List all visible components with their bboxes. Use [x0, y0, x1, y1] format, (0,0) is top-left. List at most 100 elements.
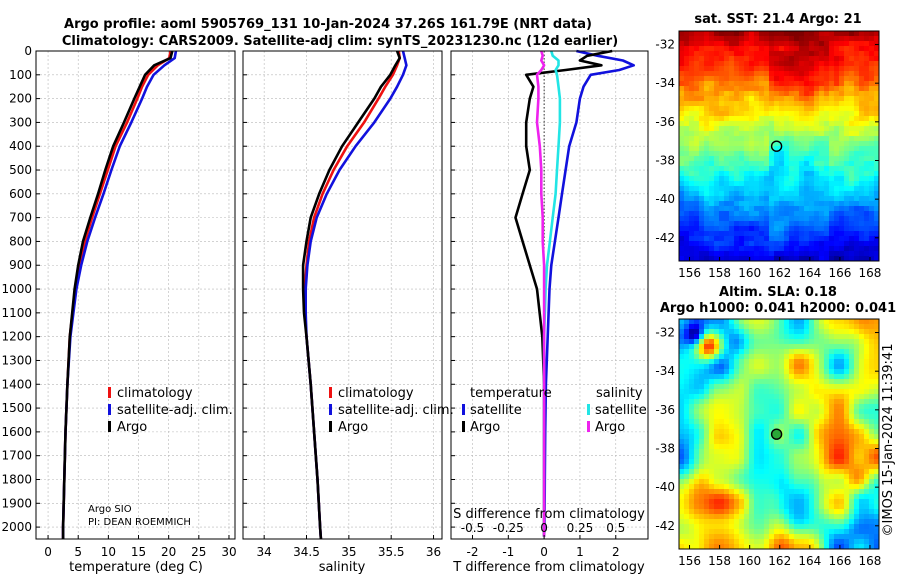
heatmap-cell [784, 156, 790, 162]
heatmap-cell [874, 394, 879, 400]
heatmap-cell [729, 81, 735, 87]
heatmap-cell [864, 389, 870, 395]
heatmap-cell [804, 364, 810, 370]
heatmap-cell [694, 96, 700, 102]
heatmap-cell [749, 171, 755, 177]
heatmap-cell [764, 241, 770, 247]
heatmap-cell [749, 231, 755, 237]
heatmap-cell [684, 349, 690, 355]
heatmap-cell [849, 414, 855, 420]
heatmap-cell [704, 359, 710, 365]
heatmap-cell [724, 344, 730, 350]
heatmap-cell [824, 329, 830, 335]
heatmap-cell [759, 256, 765, 261]
heatmap-cell [759, 146, 765, 152]
ytick-label: 1800 [1, 472, 32, 486]
heatmap-cell [724, 56, 730, 62]
heatmap-cell [749, 479, 755, 485]
heatmap-cell [794, 429, 800, 435]
heatmap-cell [714, 509, 720, 515]
heatmap-cell [809, 31, 815, 37]
heatmap-cell [834, 359, 840, 365]
heatmap-cell [719, 544, 725, 549]
heatmap-cell [749, 344, 755, 350]
heatmap-cell [849, 56, 855, 62]
heatmap-cell [744, 206, 750, 212]
heatmap-cell [744, 539, 750, 545]
heatmap-cell [704, 161, 710, 167]
heatmap-cell [694, 429, 700, 435]
heatmap-cell [809, 206, 815, 212]
heatmap-cell [764, 246, 770, 252]
sst-map: sat. SST: 21.4 Argo: 21 156 158 160 162 164 1… [655, 12, 881, 280]
heatmap-cell [844, 101, 850, 107]
heatmap-cell [754, 334, 760, 340]
heatmap-cell [734, 141, 740, 147]
heatmap-cell [739, 424, 745, 430]
heatmap-cell [784, 171, 790, 177]
heatmap-cell [699, 91, 705, 97]
heatmap-cell [844, 36, 850, 42]
heatmap-cell [734, 31, 740, 37]
heatmap-cell [819, 141, 825, 147]
heatmap-cell [709, 379, 715, 385]
heatmap-cell [744, 46, 750, 52]
heatmap-cell [859, 439, 865, 445]
heatmap-cell [804, 409, 810, 415]
heatmap-cell [709, 504, 715, 510]
heatmap-cell [679, 499, 685, 505]
heatmap-cell [719, 71, 725, 77]
heatmap-cell [824, 191, 830, 197]
heatmap-cell [774, 31, 780, 37]
heatmap-cell [819, 256, 825, 261]
heatmap-cell [709, 339, 715, 345]
heatmap-cell [689, 534, 695, 540]
heatmap-cell [809, 384, 815, 390]
heatmap-cell [779, 86, 785, 92]
heatmap-cell [784, 56, 790, 62]
heatmap-cell [739, 374, 745, 380]
heatmap-cell [684, 36, 690, 42]
heatmap-cell [809, 186, 815, 192]
heatmap-cell [744, 514, 750, 520]
heatmap-cell [744, 126, 750, 132]
heatmap-cell [799, 101, 805, 107]
heatmap-cell [854, 121, 860, 127]
heatmap-cell [769, 116, 775, 122]
heatmap-cell [759, 201, 765, 207]
heatmap-cell [804, 459, 810, 465]
heatmap-cell [799, 96, 805, 102]
heatmap-cell [729, 196, 735, 202]
heatmap-cell [694, 534, 700, 540]
heatmap-cell [854, 499, 860, 505]
heatmap-cell [819, 116, 825, 122]
heatmap-cell [689, 369, 695, 375]
heatmap-cell [839, 399, 845, 405]
heatmap-cell [719, 464, 725, 470]
heatmap-cell [729, 414, 735, 420]
heatmap-cell [774, 369, 780, 375]
heatmap-cell [869, 231, 875, 237]
heatmap-cell [764, 454, 770, 460]
heatmap-cell [834, 151, 840, 157]
heatmap-cell [819, 126, 825, 132]
heatmap-cell [774, 46, 780, 52]
heatmap-cell [679, 56, 685, 62]
heatmap-cell [699, 251, 705, 257]
heatmap-cell [804, 509, 810, 515]
heatmap-cell [684, 31, 690, 37]
heatmap-cell [749, 329, 755, 335]
heatmap-cell [729, 399, 735, 405]
heatmap-cell [739, 439, 745, 445]
heatmap-cell [739, 61, 745, 67]
heatmap-cell [869, 141, 875, 147]
heatmap-cell [699, 101, 705, 107]
heatmap-cell [689, 201, 695, 207]
heatmap-cell [874, 489, 879, 495]
heatmap-cell [804, 464, 810, 470]
heatmap-cell [859, 116, 865, 122]
heatmap-cell [709, 364, 715, 370]
heatmap-cell [734, 339, 740, 345]
heatmap-cell [844, 434, 850, 440]
heatmap-cell [809, 494, 815, 500]
